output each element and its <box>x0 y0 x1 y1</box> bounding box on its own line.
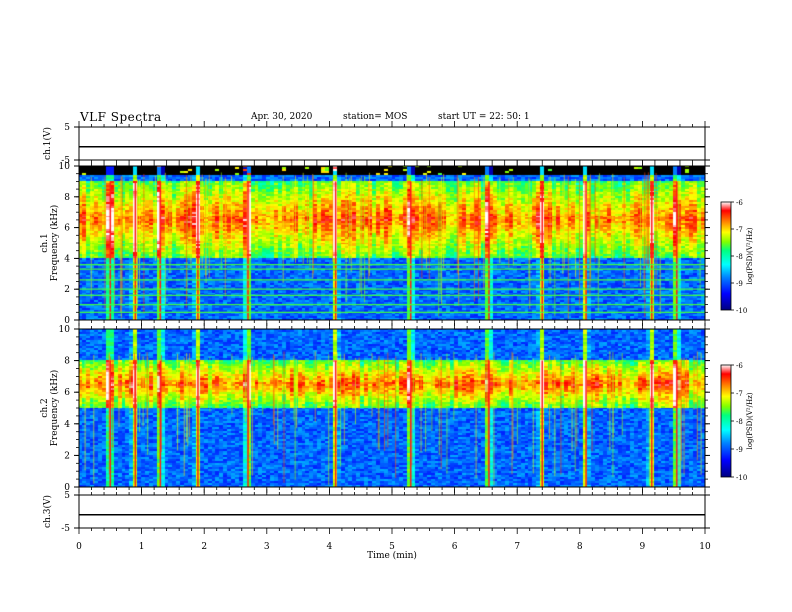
y-axis-label: ch.1(V) <box>42 127 53 160</box>
x-axis-label: Time (min) <box>367 550 417 561</box>
y-tick-label: 5 <box>64 491 70 501</box>
x-tick-label: 9 <box>640 542 646 552</box>
y-axis-label-channel: ch.2 <box>40 398 50 417</box>
x-tick-label: 6 <box>452 542 458 552</box>
colorbar-tick-label: -10 <box>736 474 747 482</box>
colorbar-ch2 <box>720 364 732 478</box>
colorbar-ch1 <box>720 201 732 311</box>
colorbar-tick-label: -6 <box>736 362 743 370</box>
station-label: station= MOS <box>343 112 408 122</box>
x-tick-label: 5 <box>389 542 395 552</box>
colorbar-tick-label: -10 <box>736 307 747 315</box>
x-tick-label: 1 <box>139 542 145 552</box>
colorbar-tick-label: -7 <box>736 390 743 398</box>
colorbar-tick-label: -7 <box>736 226 743 234</box>
y-tick-label: 2 <box>64 451 70 461</box>
y-tick-label: 0 <box>64 316 70 326</box>
y-tick-label: 5 <box>64 123 70 133</box>
y-tick-label: -5 <box>61 156 70 166</box>
chart-title: VLF Spectra <box>80 110 162 124</box>
y-tick-label: 2 <box>64 285 70 295</box>
x-tick-label: 4 <box>327 542 333 552</box>
y-tick-label: 10 <box>59 162 71 172</box>
panel-frame <box>78 126 706 161</box>
y-tick-label: 10 <box>59 325 71 335</box>
date-label: Apr. 30, 2020 <box>251 112 313 122</box>
y-tick-label: 6 <box>64 388 70 398</box>
spectrogram-ch2-image <box>79 329 705 487</box>
colorbar-label: log(PSD)(V²/Hz) <box>746 227 754 284</box>
x-tick-label: 3 <box>264 542 270 552</box>
y-tick-label: 8 <box>64 193 70 203</box>
y-tick-label: 4 <box>64 254 70 264</box>
x-tick-label: 10 <box>699 542 711 552</box>
x-tick-label: 7 <box>514 542 520 552</box>
spectrogram-ch1-image <box>79 166 705 320</box>
colorbar-tick-label: -9 <box>736 446 743 454</box>
x-tick-label: 0 <box>76 542 82 552</box>
y-tick-label: 0 <box>64 483 70 493</box>
start-time-label: start UT = 22: 50: 1 <box>438 112 530 122</box>
y-tick-label: 4 <box>64 420 70 430</box>
y-tick-label: -5 <box>61 524 70 534</box>
y-axis-label-frequency: Frequency (kHz) <box>49 370 60 447</box>
colorbar-tick-label: -9 <box>736 280 743 288</box>
x-tick-label: 8 <box>577 542 583 552</box>
y-axis-label-frequency: Frequency (kHz) <box>49 205 60 282</box>
colorbar-tick-label: -8 <box>736 253 743 261</box>
colorbar-tick-label: -6 <box>736 199 743 207</box>
y-tick-label: 6 <box>64 224 70 234</box>
y-tick-label: 8 <box>64 357 70 367</box>
panel-frame <box>78 494 706 529</box>
x-tick-label: 2 <box>201 542 207 552</box>
y-axis-label: ch.3(V) <box>42 495 53 528</box>
y-axis-label-channel: ch.1 <box>40 233 50 252</box>
colorbar-label: log(PSD)(V²/Hz) <box>746 392 754 449</box>
colorbar-tick-label: -8 <box>736 418 743 426</box>
